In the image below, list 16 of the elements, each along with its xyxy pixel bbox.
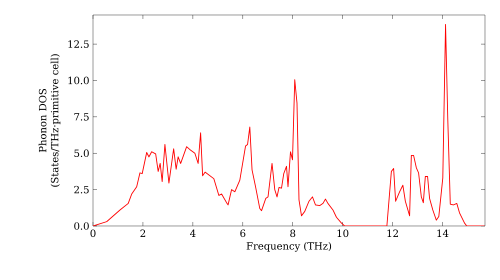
y-tick-label: 0.0 xyxy=(74,222,89,230)
x-tick-label: 14 xyxy=(437,230,448,237)
y-tick-label: 2.5 xyxy=(74,186,89,194)
y-tick-label: 10.0 xyxy=(68,76,89,84)
y-tick-label: 12.5 xyxy=(68,40,89,48)
x-tick-label: 6 xyxy=(240,230,246,238)
x-tick-label: 8 xyxy=(290,230,296,238)
x-tick-label: 12 xyxy=(387,230,398,237)
x-tick-label: 10 xyxy=(338,230,348,238)
y-tick-label: 5.0 xyxy=(74,149,89,158)
y-tick-label: 7.5 xyxy=(74,113,89,121)
y-axis-title: Phonon DOS (States/THz·primitive cell) xyxy=(38,54,60,187)
x-tick-label: 2 xyxy=(140,230,146,237)
x-tick-label: 4 xyxy=(190,230,196,237)
x-tick-label: 0 xyxy=(90,230,96,238)
x-axis-title: Frequency (THz) xyxy=(246,242,332,252)
